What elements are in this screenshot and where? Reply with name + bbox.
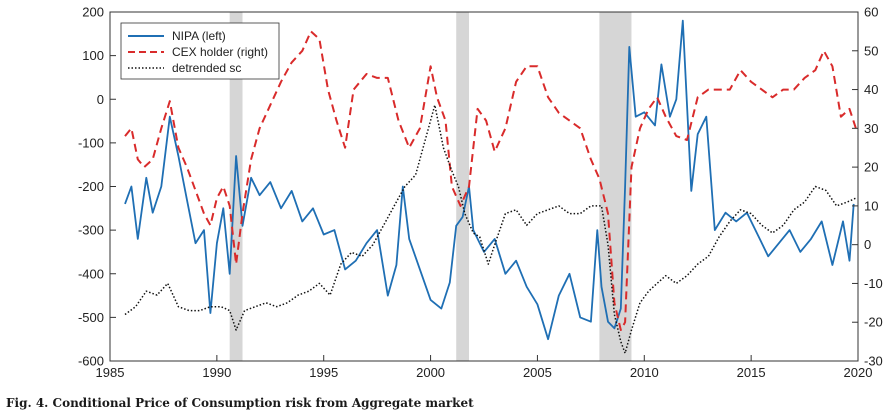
y-right-tick-label: 50 bbox=[864, 43, 878, 58]
ticks-layer: 1985 1990 1995 2000 2005 2010 2015 20202001000-… bbox=[78, 5, 883, 381]
y-left-tick-label: -400 bbox=[78, 266, 104, 281]
x-tick-label: 1995 bbox=[309, 365, 338, 380]
recession-shading bbox=[229, 12, 632, 361]
y-left-tick-label: -100 bbox=[78, 135, 104, 150]
y-left-tick-label: -500 bbox=[78, 310, 104, 325]
series-line-detrended-sc bbox=[124, 104, 857, 354]
legend: NIPA (left) CEX holder (right) detrended… bbox=[120, 22, 280, 80]
y-right-tick-label: 20 bbox=[864, 160, 878, 175]
y-right-tick-label: 10 bbox=[864, 198, 878, 213]
x-tick-label: 1990 bbox=[202, 365, 231, 380]
y-left-tick-label: 200 bbox=[82, 5, 104, 20]
legend-label-cex: CEX holder (right) bbox=[172, 45, 268, 59]
y-right-tick-label: 30 bbox=[864, 121, 878, 136]
series-line-cex-holder bbox=[124, 30, 857, 331]
y-right-tick-label: -20 bbox=[864, 315, 883, 330]
y-left-tick-label: 100 bbox=[82, 48, 104, 63]
x-tick-label: 1985 bbox=[96, 365, 125, 380]
legend-box bbox=[120, 22, 280, 80]
x-tick-label: 2015 bbox=[737, 365, 766, 380]
legend-label-nipa: NIPA (left) bbox=[172, 29, 226, 43]
y-left-tick-label: -600 bbox=[78, 354, 104, 369]
y-right-tick-label: 0 bbox=[864, 237, 871, 252]
y-right-tick-label: -30 bbox=[864, 354, 883, 369]
x-tick-label: 2010 bbox=[630, 365, 659, 380]
y-right-tick-label: 40 bbox=[864, 82, 878, 97]
y-right-tick-label: -10 bbox=[864, 276, 883, 291]
chart: 1985 1990 1995 2000 2005 2010 2015 20202001000-… bbox=[78, 5, 883, 381]
y-left-tick-label: 0 bbox=[97, 92, 104, 107]
figure-caption: Fig. 4. Conditional Price of Consumption… bbox=[6, 396, 474, 410]
y-left-tick-label: -200 bbox=[78, 179, 104, 194]
x-tick-label: 2005 bbox=[523, 365, 552, 380]
recession-band-1 bbox=[456, 12, 470, 361]
y-left-tick-label: -300 bbox=[78, 223, 104, 238]
x-tick-label: 2020 bbox=[844, 365, 873, 380]
series-line-nipa bbox=[124, 19, 855, 341]
series-layer bbox=[124, 19, 857, 354]
legend-label-detrended: detrended sc bbox=[172, 61, 241, 75]
recession-band-0 bbox=[229, 12, 243, 361]
y-right-tick-label: 60 bbox=[864, 5, 878, 20]
x-tick-label: 2000 bbox=[416, 365, 445, 380]
